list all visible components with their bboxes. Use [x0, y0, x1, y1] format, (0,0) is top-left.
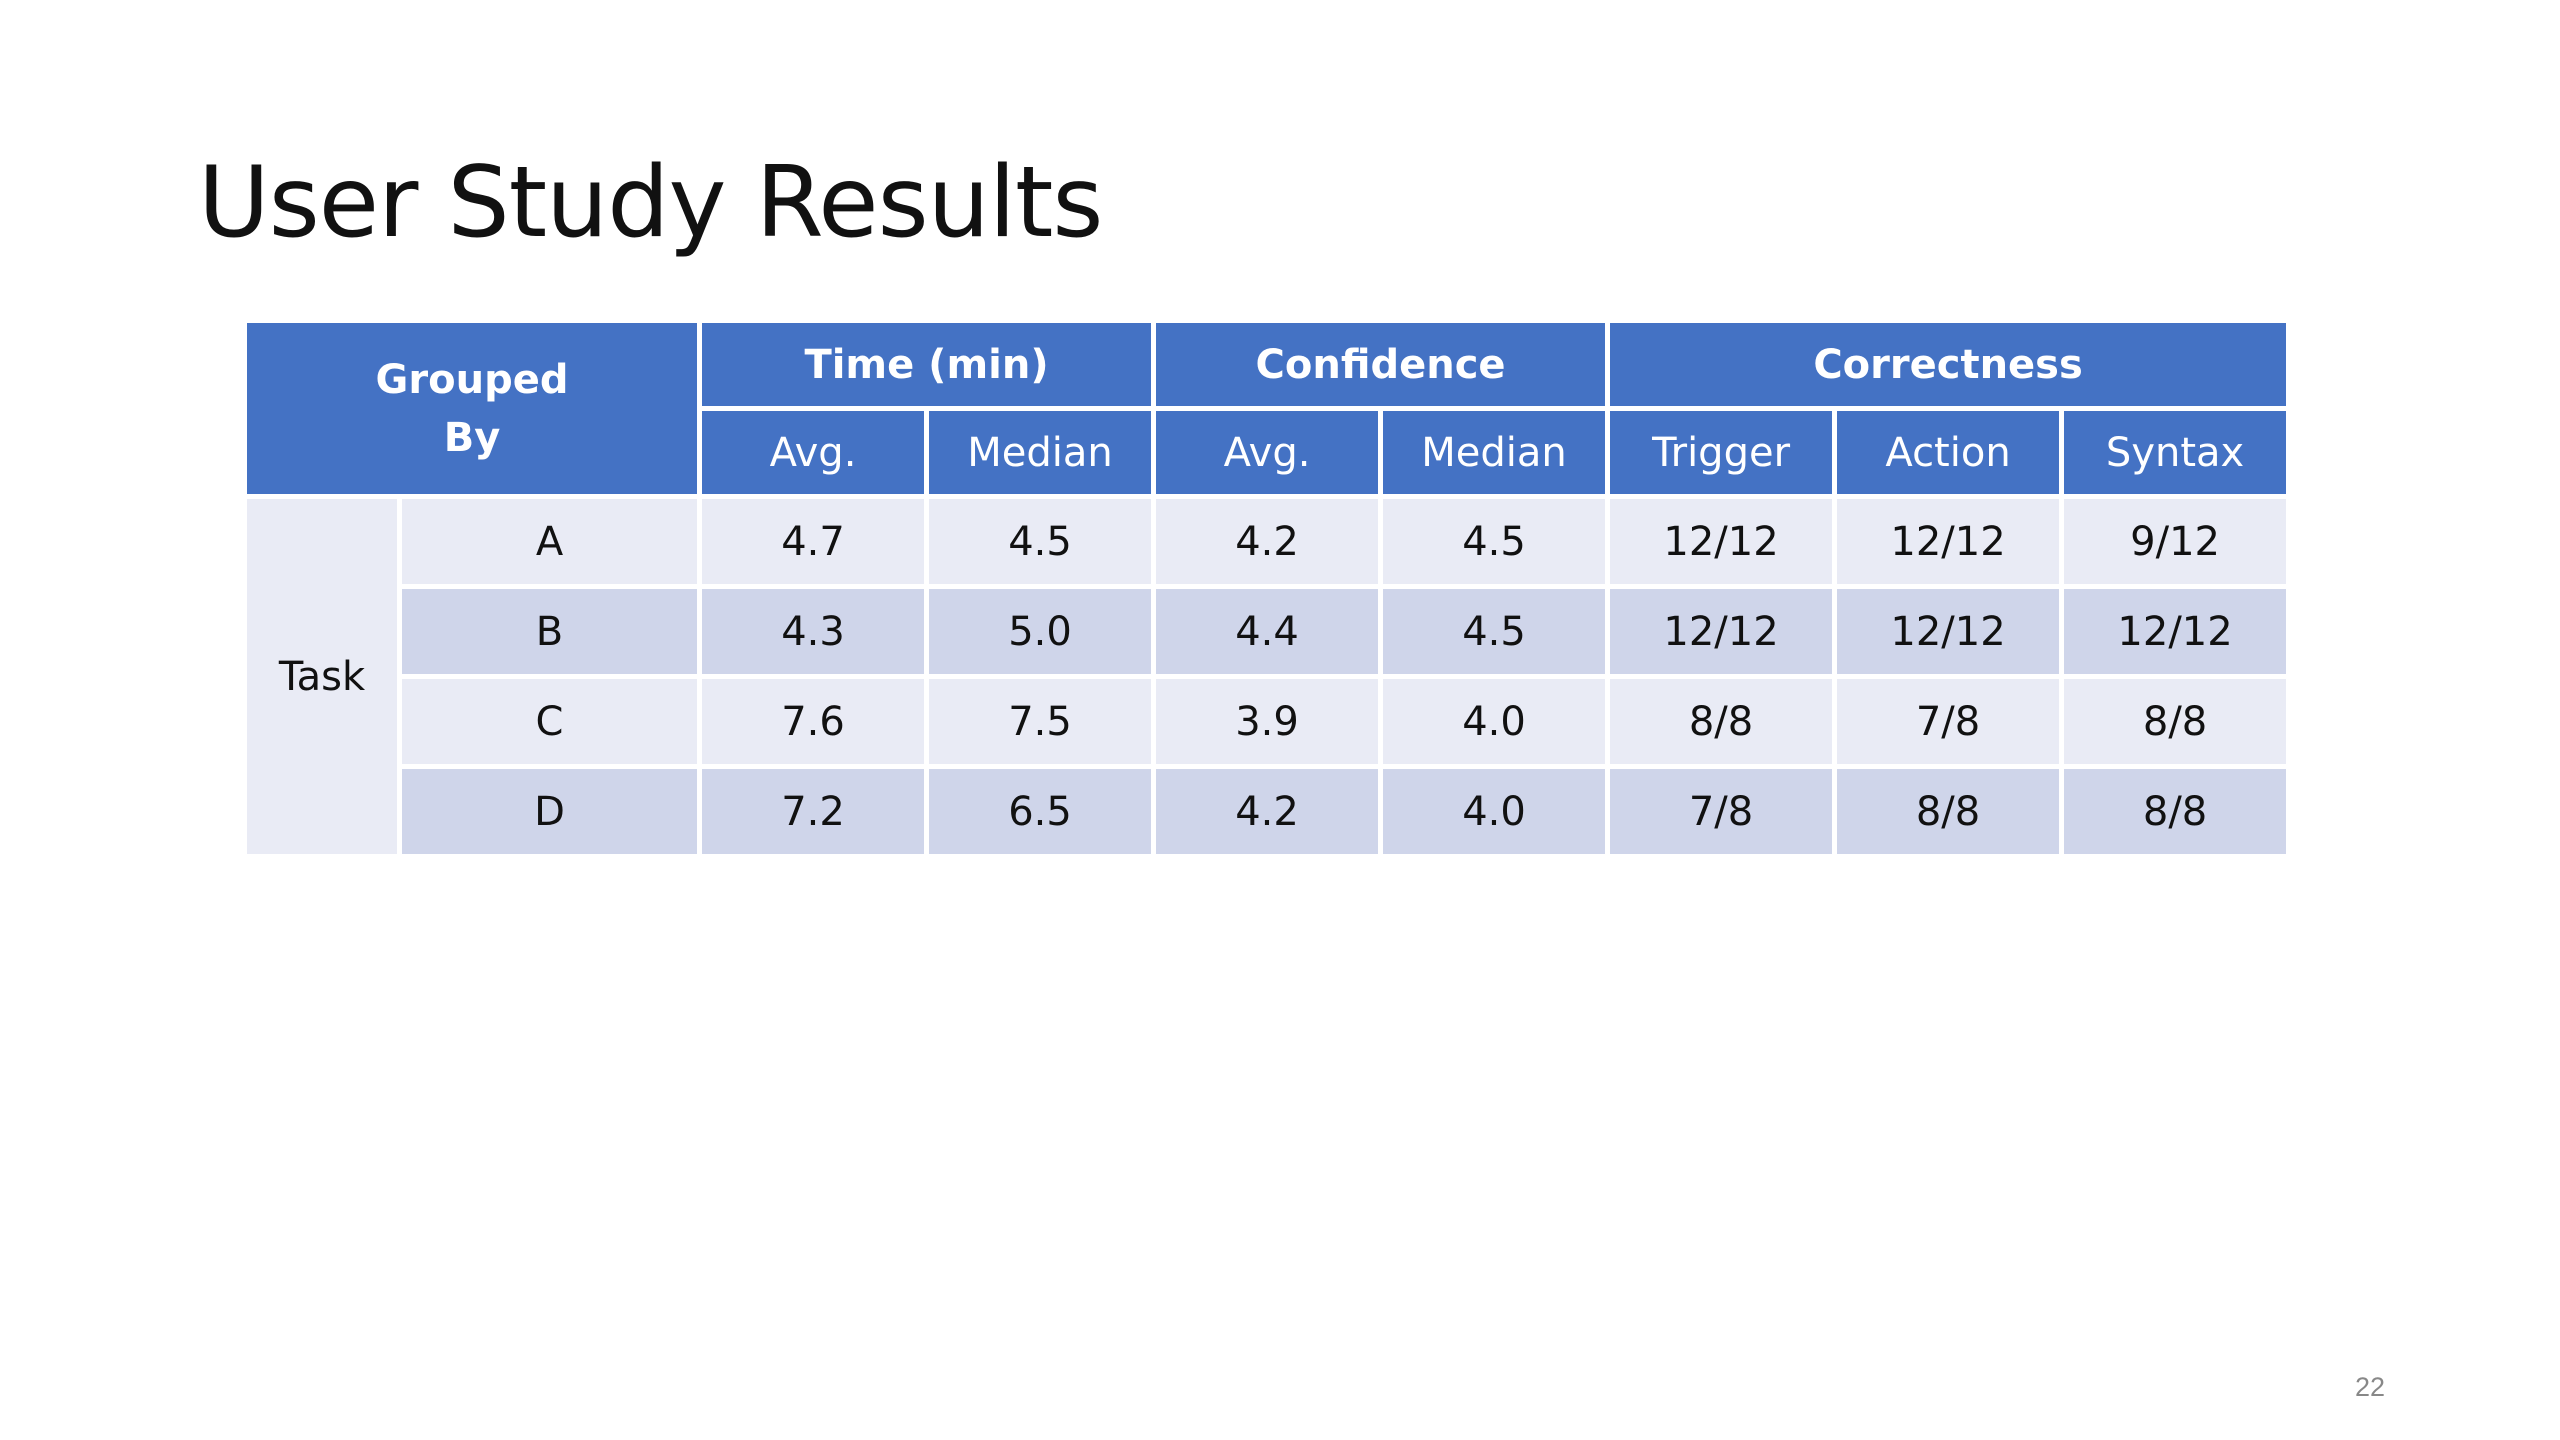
table-cell: 7/8 [1837, 679, 2060, 764]
correctness-header: Correctness [1610, 323, 2287, 406]
table-cell: 5.0 [929, 589, 1152, 674]
table-cell: 7.5 [929, 679, 1152, 764]
table-cell: 4.7 [702, 499, 925, 584]
grouped-by-line1: Grouped [375, 356, 569, 403]
time-header: Time (min) [702, 323, 1152, 406]
table-cell: 8/8 [2064, 679, 2287, 764]
table-cell: 4.2 [1156, 769, 1379, 854]
table-cell: 12/12 [1837, 589, 2060, 674]
table-cell: 4.0 [1383, 679, 1606, 764]
table-cell: 12/12 [1610, 589, 1833, 674]
table-cell: 4.5 [1383, 589, 1606, 674]
confidence-median-header: Median [1383, 411, 1606, 494]
slide-title: User Study Results [198, 146, 1103, 260]
table-cell: 12/12 [2064, 589, 2287, 674]
table-row: Task A 4.7 4.5 4.2 4.5 12/12 12/12 9/12 [247, 499, 2287, 854]
table-cell: 4.5 [1383, 499, 1606, 584]
table-cell: 8/8 [1837, 769, 2060, 854]
task-group-label: Task [247, 499, 397, 854]
confidence-avg-header: Avg. [1156, 411, 1379, 494]
table-row: D 7.2 6.5 4.2 4.0 7/8 8/8 8/8 [247, 769, 2287, 854]
row-label: A [402, 499, 698, 584]
table-cell: 4.0 [1383, 769, 1606, 854]
table-cell: 6.5 [929, 769, 1152, 854]
grouped-by-line2: By [443, 414, 501, 461]
action-header: Action [1837, 411, 2060, 494]
table-row: C 7.6 7.5 3.9 4.0 8/8 7/8 8/8 [247, 679, 2287, 764]
table-cell: 3.9 [1156, 679, 1379, 764]
table-cell: 4.4 [1156, 589, 1379, 674]
results-table: Grouped By Time (min) Confidence Correct… [242, 318, 2291, 859]
table-cell: 4.2 [1156, 499, 1379, 584]
table-cell: 4.3 [702, 589, 925, 674]
syntax-header: Syntax [2064, 411, 2287, 494]
table-cell: 7.6 [702, 679, 925, 764]
row-label: D [402, 769, 698, 854]
confidence-header: Confidence [1156, 323, 1606, 406]
grouped-by-header: Grouped By [247, 323, 698, 494]
time-median-header: Median [929, 411, 1152, 494]
table-cell: 7.2 [702, 769, 925, 854]
table-cell: 12/12 [1610, 499, 1833, 584]
row-label: C [402, 679, 698, 764]
header-row-subs: Avg. Median Avg. Median Trigger Action S… [247, 411, 2287, 494]
table-cell: 8/8 [1610, 679, 1833, 764]
trigger-header: Trigger [1610, 411, 1833, 494]
table-row: B 4.3 5.0 4.4 4.5 12/12 12/12 12/12 [247, 589, 2287, 674]
table-cell: 4.5 [929, 499, 1152, 584]
table-cell: 7/8 [1610, 769, 1833, 854]
time-avg-header: Avg. [702, 411, 925, 494]
table-cell: 12/12 [1837, 499, 2060, 584]
header-row-groups: Grouped By Time (min) Confidence Correct… [247, 323, 2287, 494]
table-cell: 8/8 [2064, 769, 2287, 854]
table-cell: 9/12 [2064, 499, 2287, 584]
row-label: B [402, 589, 698, 674]
page-number: 22 [2355, 1372, 2386, 1402]
